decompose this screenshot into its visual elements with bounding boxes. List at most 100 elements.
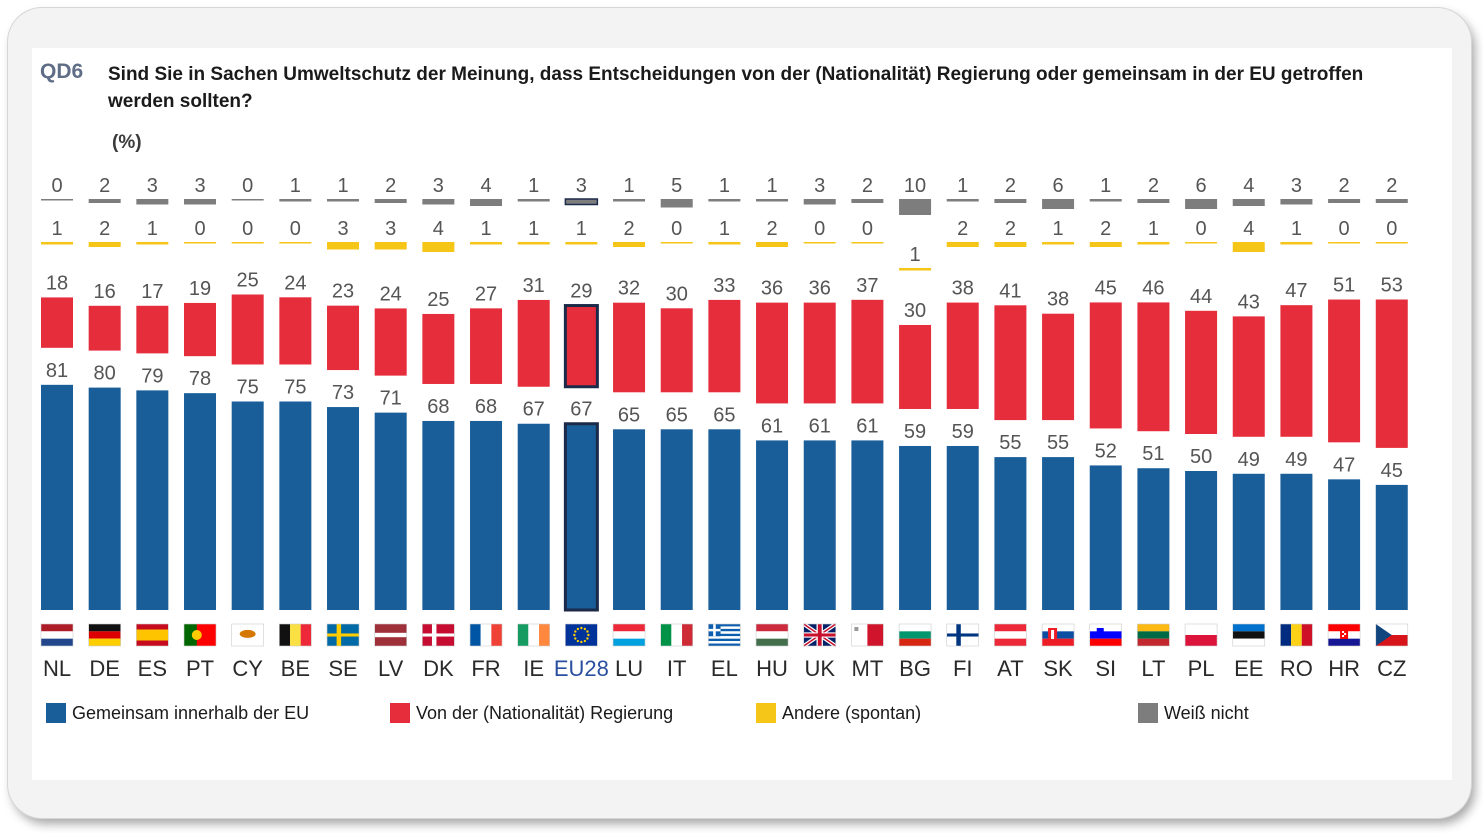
flag-fi-border [946, 623, 980, 647]
bar-dontknow-pt [184, 199, 217, 205]
flag-hu-border [755, 623, 789, 647]
bar-eu-si [1089, 465, 1122, 610]
flag-be [279, 624, 291, 646]
flag-be-border [279, 623, 312, 647]
bar-other-uk [803, 242, 836, 244]
flag-lt [1137, 624, 1170, 632]
flag-nl-border [40, 623, 74, 647]
bar-other-eu28 [565, 242, 598, 245]
label-eu-pt: 78 [189, 368, 211, 390]
label-dontknow-it: 5 [671, 175, 682, 197]
flag-eu28 [574, 630, 577, 633]
label-eu-hr: 47 [1333, 454, 1355, 476]
bar-other-ee [1232, 242, 1265, 252]
category-label-si: SI [1095, 656, 1116, 681]
bar-other-lv [374, 242, 407, 250]
category-label-hu: HU [756, 656, 788, 681]
flag-se-border [326, 623, 360, 647]
flag-pl-border [1184, 623, 1218, 647]
flag-it [682, 624, 693, 646]
question-code: QD6 [40, 60, 84, 83]
bar-dontknow-it [660, 199, 693, 208]
label-eu-mt: 61 [856, 415, 878, 437]
label-other-mt: 0 [862, 218, 873, 240]
category-label-pl: PL [1188, 656, 1215, 681]
label-national-ie: 31 [523, 275, 545, 297]
category-label-eu28: EU28 [554, 656, 609, 681]
label-eu-ro: 49 [1285, 449, 1307, 471]
flag-nl [41, 631, 73, 639]
label-dontknow-ro: 3 [1291, 175, 1302, 197]
bar-eu-fr [470, 420, 503, 610]
label-other-pt: 0 [194, 218, 205, 240]
legend-swatch-red [390, 703, 410, 723]
flag-cy-border [231, 623, 264, 647]
flag-ro [1291, 624, 1302, 646]
label-dontknow-be: 1 [290, 175, 301, 197]
flag-ro-border [1280, 623, 1313, 647]
label-eu-ee: 49 [1238, 449, 1260, 471]
label-other-it: 0 [671, 218, 682, 240]
bar-eu-mt [851, 440, 884, 610]
label-dontknow-at: 2 [1005, 175, 1016, 197]
bar-eu-cy [231, 401, 264, 610]
bar-eu-bg [899, 445, 932, 610]
bar-national-fi [946, 302, 979, 409]
flag-lu [613, 624, 646, 632]
flag-pt [191, 630, 202, 640]
bar-other-mt [851, 242, 884, 244]
bar-other-cy [231, 242, 264, 244]
label-other-cz: 0 [1386, 218, 1397, 240]
bar-eu-ie [517, 423, 550, 610]
label-eu-cz: 45 [1381, 460, 1403, 482]
bar-other-el [708, 242, 741, 245]
label-dontknow-se: 1 [337, 175, 348, 197]
category-label-sk: SK [1043, 656, 1073, 681]
flag-lu-border [612, 623, 646, 647]
flag-sk-border [1041, 623, 1075, 647]
label-other-cy: 0 [242, 218, 253, 240]
bar-eu-sk [1042, 457, 1075, 610]
bar-eu-ee [1232, 473, 1265, 610]
flag-si [1089, 631, 1122, 639]
label-national-mt: 37 [856, 275, 878, 297]
bar-other-fr [470, 242, 503, 245]
flag-dk [422, 633, 455, 637]
label-national-lv: 24 [380, 283, 402, 305]
category-label-el: EL [711, 656, 738, 681]
category-label-uk: UK [804, 656, 835, 681]
category-label-bg: BG [899, 656, 931, 681]
bar-national-de [88, 305, 121, 351]
bar-national-pt [184, 302, 217, 357]
bar-eu-el [708, 429, 741, 610]
category-label-lt: LT [1141, 656, 1165, 681]
label-other-ie: 1 [528, 218, 539, 240]
bar-national-fr [470, 308, 503, 384]
bar-other-nl [41, 242, 73, 245]
label-eu-se: 73 [332, 382, 354, 404]
flag-sk [1042, 631, 1075, 639]
flag-cz [1375, 624, 1408, 635]
flag-ie-border [517, 623, 551, 647]
flag-el [708, 626, 741, 629]
flag-cz [1375, 624, 1392, 646]
flag-lu [613, 631, 646, 639]
label-eu-el: 65 [713, 404, 735, 426]
label-dontknow-pt: 3 [194, 175, 205, 197]
label-national-fi: 38 [952, 278, 974, 300]
legend-swatch-blue [46, 703, 66, 723]
bar-eu-dk [422, 420, 455, 610]
label-national-pt: 19 [189, 278, 211, 300]
flag-de [88, 631, 121, 639]
label-national-hr: 51 [1333, 275, 1355, 297]
flag-bg-border [898, 623, 932, 647]
flag-ie [539, 624, 550, 646]
label-eu-lu: 65 [618, 404, 640, 426]
bar-national-pl [1185, 310, 1218, 434]
flag-hr [1328, 638, 1361, 646]
flag-mt [851, 624, 868, 646]
flag-lu [613, 638, 646, 646]
label-other-hr: 0 [1339, 218, 1350, 240]
bar-other-pt [184, 242, 217, 244]
bar-national-it [660, 308, 693, 393]
